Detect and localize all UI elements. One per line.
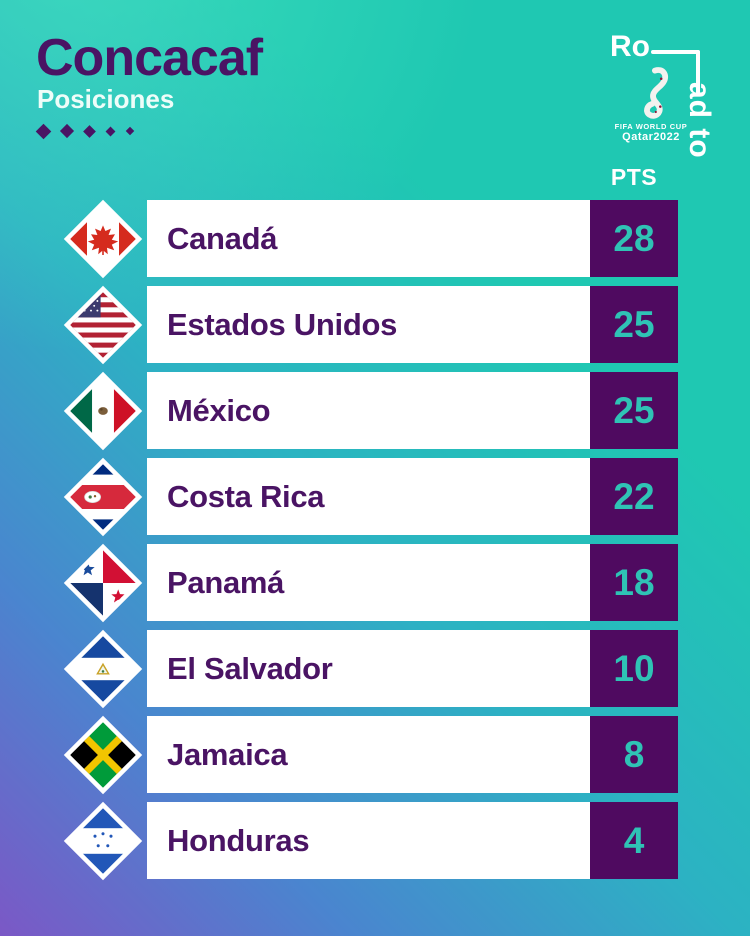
team-card: Honduras	[147, 802, 590, 879]
road-to-text-prefix: Ro	[610, 30, 650, 63]
page-title: Concacaf	[36, 29, 263, 87]
table-row: México 25	[59, 371, 678, 450]
points-badge: 25	[590, 286, 678, 363]
points-badge: 25	[590, 372, 678, 449]
road-to-qatar-logo: Ro ad to FIFA WORLD CUP Qatar2022	[610, 30, 728, 162]
points-value: 18	[613, 561, 655, 603]
diamond-bullet-icon	[105, 126, 116, 136]
points-value: 10	[613, 647, 655, 689]
points-badge: 28	[590, 200, 678, 277]
flag-panama-icon	[59, 543, 147, 622]
table-row: Honduras 4	[59, 801, 678, 880]
points-value: 28	[613, 217, 655, 259]
table-row: Costa Rica 22	[59, 457, 678, 536]
flag-jamaica-icon	[59, 715, 147, 794]
page-subtitle: Posiciones	[37, 84, 175, 114]
team-name: Honduras	[167, 822, 310, 858]
table-row: Canadá 28	[59, 199, 678, 278]
diamond-bullet-icon	[83, 124, 96, 138]
flag-el-salvador-icon	[59, 629, 147, 708]
team-card: Jamaica	[147, 716, 590, 793]
team-card: Canadá	[147, 200, 590, 277]
points-badge: 22	[590, 458, 678, 535]
table-row: Estados Unidos 25	[59, 285, 678, 364]
points-value: 8	[623, 733, 645, 775]
flag-canada-icon	[59, 199, 147, 278]
road-to-text-suffix: ad to	[683, 82, 716, 159]
points-value: 4	[623, 819, 645, 861]
table-row: El Salvador 10	[59, 629, 678, 708]
logo-line-vertical	[696, 50, 700, 94]
points-badge: 10	[590, 630, 678, 707]
points-badge: 8	[590, 716, 678, 793]
flag-mexico-icon	[59, 371, 147, 450]
fifa-world-cup-label: FIFA WORLD CUP	[614, 122, 688, 131]
points-value: 25	[613, 303, 655, 345]
diamond-bullet-icon	[125, 126, 135, 136]
diamond-bullet-icon	[59, 123, 75, 139]
flag-honduras-icon	[59, 801, 147, 880]
team-name: Panamá	[167, 564, 285, 600]
flag-usa-icon	[59, 285, 147, 364]
team-name: Canadá	[167, 220, 278, 256]
team-card: Costa Rica	[147, 458, 590, 535]
team-card: Estados Unidos	[147, 286, 590, 363]
team-name: Costa Rica	[167, 478, 325, 514]
logo-line-horizontal	[651, 50, 700, 54]
standings-table: Canadá 28	[59, 199, 678, 880]
team-card: México	[147, 372, 590, 449]
team-card: El Salvador	[147, 630, 590, 707]
team-name: México	[167, 392, 271, 428]
table-row: Jamaica 8	[59, 715, 678, 794]
team-name: Jamaica	[167, 736, 288, 772]
points-badge: 4	[590, 802, 678, 879]
points-value: 22	[613, 475, 655, 517]
team-name: El Salvador	[167, 650, 333, 686]
diamond-bullets-icon	[35, 123, 135, 139]
qatar-2022-label: Qatar2022	[622, 131, 680, 143]
points-column-header: PTS	[610, 164, 658, 190]
team-card: Panamá	[147, 544, 590, 621]
diamond-bullet-icon	[35, 123, 52, 139]
points-value: 25	[613, 389, 655, 431]
flag-costa-rica-icon	[59, 457, 147, 536]
points-badge: 18	[590, 544, 678, 621]
team-name: Estados Unidos	[167, 306, 398, 342]
table-row: Panamá 18	[59, 543, 678, 622]
qatar2022-emblem-icon	[644, 67, 669, 119]
